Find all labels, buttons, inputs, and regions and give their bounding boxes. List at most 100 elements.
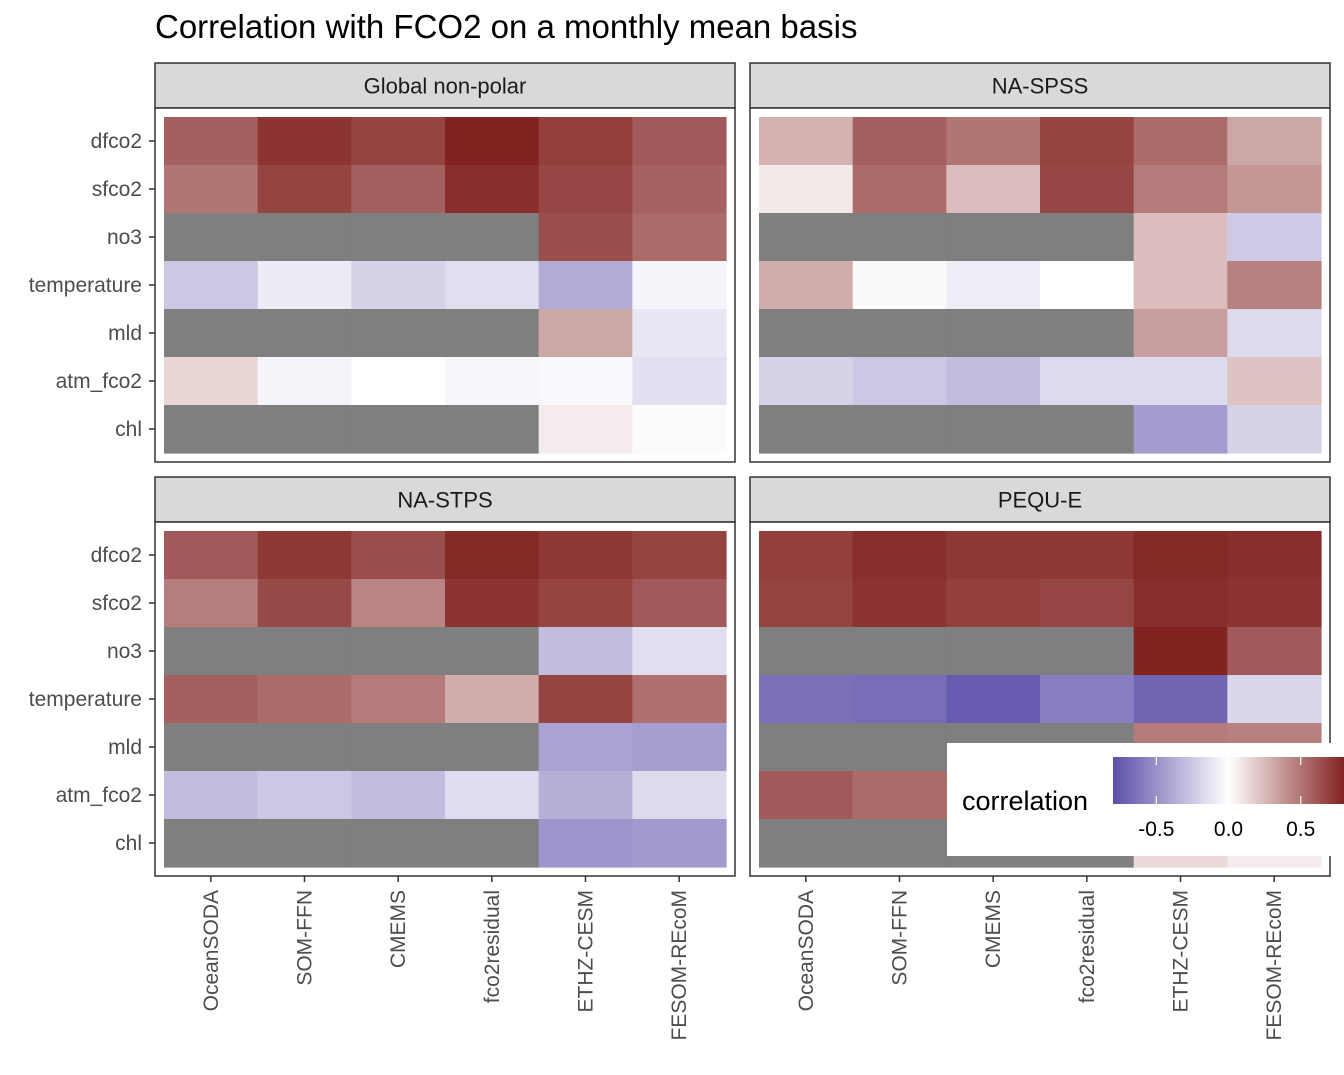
heatmap-cell xyxy=(946,213,1041,262)
heatmap-cell xyxy=(946,165,1041,214)
heatmap-cell xyxy=(538,261,633,310)
heatmap-cell xyxy=(759,405,854,454)
heatmap-cell xyxy=(351,675,446,724)
y-tick-label: mld xyxy=(108,322,142,345)
heatmap-cell xyxy=(164,531,259,580)
heatmap-cell xyxy=(538,579,633,628)
heatmap-cell xyxy=(1133,213,1228,262)
y-tick-label: dfco2 xyxy=(91,130,142,153)
y-tick-label: atm_fco2 xyxy=(56,784,142,807)
x-tick-label: CMEMS xyxy=(982,890,1005,968)
legend-title: correlation xyxy=(962,786,1088,816)
heatmap-cell xyxy=(632,819,727,868)
heatmap-cell xyxy=(759,675,854,724)
y-tick-label: mld xyxy=(108,736,142,759)
x-tick-label: SOM-FFN xyxy=(889,890,912,986)
heatmap-cell xyxy=(1040,675,1135,724)
heatmap-cell xyxy=(445,213,540,262)
heatmap-cell xyxy=(1040,261,1135,310)
heatmap-cell xyxy=(351,531,446,580)
heatmap-cell xyxy=(257,771,352,820)
heatmap-cell xyxy=(1227,213,1322,262)
facet-strip xyxy=(154,476,736,523)
facet-strip-label: Global non-polar xyxy=(364,74,527,99)
heatmap-cell xyxy=(632,531,727,580)
heatmap-cell xyxy=(538,531,633,580)
heatmap-cell xyxy=(1040,579,1135,628)
heatmap-cell xyxy=(445,357,540,406)
heatmap-cell xyxy=(1133,357,1228,406)
facet-strip-label: PEQU-E xyxy=(998,488,1082,513)
heatmap-cell xyxy=(164,771,259,820)
heatmap-cell xyxy=(632,213,727,262)
heatmap-cell xyxy=(164,309,259,358)
x-tick-label: ETHZ-CESM xyxy=(1170,890,1193,1013)
heatmap-cell xyxy=(445,165,540,214)
heatmap-cell xyxy=(852,627,947,676)
heatmap-cell xyxy=(759,309,854,358)
legend-tick-label: 0.5 xyxy=(1286,818,1315,841)
heatmap-cell xyxy=(257,309,352,358)
y-tick-label: temperature xyxy=(29,274,142,297)
heatmap-cell xyxy=(759,723,854,772)
heatmap-cell xyxy=(164,627,259,676)
heatmap-cell xyxy=(445,771,540,820)
heatmap-cell xyxy=(946,531,1041,580)
heatmap-cell xyxy=(759,819,854,868)
panel-border xyxy=(749,521,1331,877)
heatmap-cell xyxy=(538,819,633,868)
heatmap-cell xyxy=(445,117,540,166)
x-tick-label: CMEMS xyxy=(387,890,410,968)
heatmap-cell xyxy=(759,165,854,214)
x-tick-label: fco2residual xyxy=(481,890,504,1003)
heatmap-cell xyxy=(632,627,727,676)
heatmap-cell xyxy=(852,531,947,580)
heatmap-cell xyxy=(164,117,259,166)
heatmap-cell xyxy=(351,309,446,358)
heatmap-cell xyxy=(351,723,446,772)
heatmap-cell xyxy=(852,675,947,724)
heatmap-cell xyxy=(852,213,947,262)
legend: correlation -0.5 0.0 0.5 xyxy=(947,743,1344,856)
heatmap-cell xyxy=(632,579,727,628)
y-tick-label: chl xyxy=(115,832,142,855)
heatmap-cell xyxy=(164,357,259,406)
heatmap-cell xyxy=(257,819,352,868)
facet-strip-label: NA-SPSS xyxy=(992,74,1089,99)
heatmap-cell xyxy=(351,627,446,676)
heatmap-cell xyxy=(164,819,259,868)
heatmap-cell xyxy=(946,675,1041,724)
heatmap-cell xyxy=(1227,627,1322,676)
heatmap-cell xyxy=(257,165,352,214)
heatmap-cell xyxy=(538,771,633,820)
heatmap-cell xyxy=(538,675,633,724)
heatmap-cell xyxy=(538,213,633,262)
heatmap-cell xyxy=(1227,261,1322,310)
heatmap-cell xyxy=(1133,117,1228,166)
heatmap-cell xyxy=(351,819,446,868)
heatmap-cell xyxy=(946,579,1041,628)
heatmap-cell xyxy=(257,579,352,628)
facet-panel: NA-SPSS xyxy=(749,62,1331,463)
heatmap-cell xyxy=(257,213,352,262)
heatmap-cell xyxy=(257,261,352,310)
heatmap-cell xyxy=(257,357,352,406)
heatmap-cell xyxy=(759,213,854,262)
heatmap-cell xyxy=(445,627,540,676)
panel-border xyxy=(749,107,1331,463)
heatmap-cell xyxy=(632,771,727,820)
heatmap-cell xyxy=(1133,261,1228,310)
heatmap-cell xyxy=(852,117,947,166)
heatmap-cell xyxy=(1040,213,1135,262)
heatmap-cell xyxy=(759,771,854,820)
heatmap-cell xyxy=(1227,405,1322,454)
heatmap-cell xyxy=(538,405,633,454)
heatmap-cell xyxy=(351,165,446,214)
heatmap-cell xyxy=(632,357,727,406)
heatmap-cell xyxy=(852,309,947,358)
facet-strip xyxy=(749,476,1331,523)
heatmap-cell xyxy=(351,771,446,820)
heatmap-cell xyxy=(759,261,854,310)
heatmap-cell xyxy=(351,213,446,262)
chart-title: Correlation with FCO2 on a monthly mean … xyxy=(155,8,858,45)
